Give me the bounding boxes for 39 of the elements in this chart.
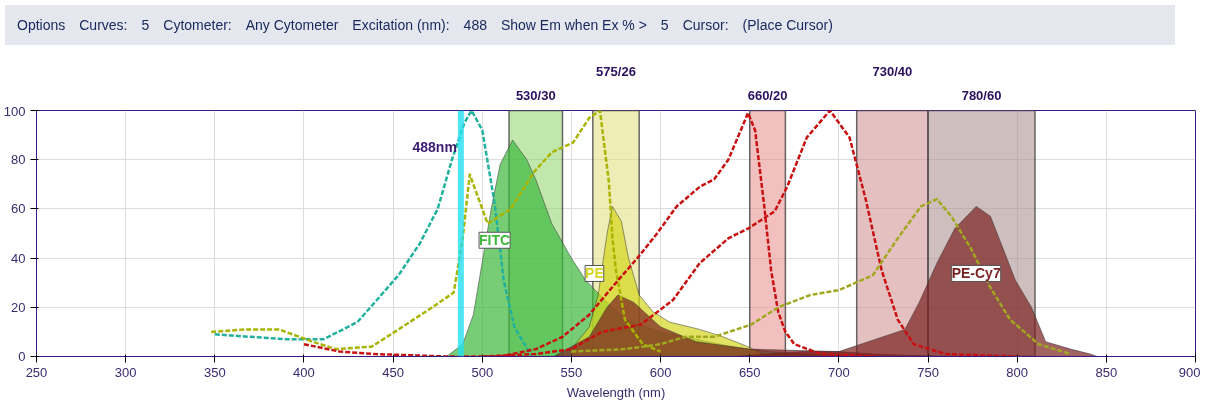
y-tick-label: 0 xyxy=(18,349,26,364)
band-label: 780/60 xyxy=(961,87,1002,103)
x-tick-label: 400 xyxy=(293,364,315,380)
ref-line-label: 488nm xyxy=(412,138,457,155)
y-tick-label: 60 xyxy=(11,201,26,217)
text: Any Cytometer xyxy=(245,17,339,33)
band-label: 730/40 xyxy=(872,64,913,80)
text: Curves: xyxy=(79,17,128,33)
text: Cursor: xyxy=(682,17,729,33)
x-tick-label: 900 xyxy=(1178,364,1201,380)
band-label: 530/30 xyxy=(515,87,556,103)
x-tick-label: 500 xyxy=(471,364,494,380)
y-tick-label: 40 xyxy=(11,250,26,266)
x-tick-label: 750 xyxy=(917,364,939,380)
y-tick-label: 80 xyxy=(11,152,26,168)
x-tick-label: 700 xyxy=(828,364,850,380)
band-label: 575/26 xyxy=(596,64,636,80)
y-tick-label: 100 xyxy=(3,103,26,119)
text: Excitation (nm): xyxy=(352,17,450,33)
text: Options xyxy=(17,17,66,33)
x-tick-label: 800 xyxy=(1006,364,1029,380)
text: 488 xyxy=(463,17,487,33)
x-tick-label: 300 xyxy=(114,364,137,380)
y-tick-label: 20 xyxy=(11,299,26,315)
x-tick-label: 600 xyxy=(649,364,672,380)
x-axis-title: Wavelength (nm) xyxy=(566,384,666,400)
text: (Place Cursor) xyxy=(742,17,833,33)
x-tick-label: 450 xyxy=(382,364,404,380)
text: Show Em when Ex % > xyxy=(500,17,647,33)
text: 5 xyxy=(660,17,669,33)
series-label: FITC xyxy=(479,232,511,249)
x-tick-label: 350 xyxy=(203,364,226,380)
band-label: 660/20 xyxy=(747,87,788,103)
x-tick-label: 550 xyxy=(560,364,583,380)
x-tick-label: 850 xyxy=(1095,364,1118,380)
text: 5 xyxy=(141,17,150,33)
x-tick-label: 250 xyxy=(25,364,48,380)
x-tick-label: 650 xyxy=(738,364,761,380)
text: Cytometer: xyxy=(163,17,232,33)
